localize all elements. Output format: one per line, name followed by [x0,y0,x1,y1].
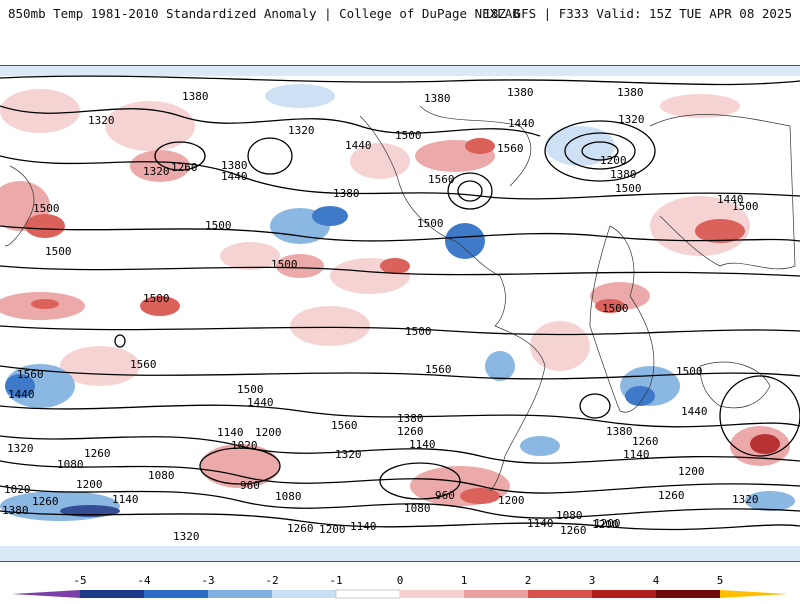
contour-label: 1020 [4,483,31,496]
contour-label: 1500 [205,219,232,232]
contour-label: 1380 [221,159,248,172]
contour-label: 1320 [143,165,170,178]
anomaly-map: 1380 1320 1320 1260 1380 1440 1320 1440 … [0,65,800,562]
contour-label: 1560 [331,419,358,432]
contour-label: 1200 [600,154,627,167]
contour-label: 1140 [112,493,139,506]
contour-label: 1080 [57,458,84,471]
legend-tick: 5 [717,574,724,587]
legend-tick: -1 [329,574,342,587]
contour-label: 1320 [7,442,34,455]
contour-label: 1560 [497,142,524,155]
contour-label: 1320 [288,124,315,137]
contour-label: 1260 [632,435,659,448]
contour-label: 1320 [88,114,115,127]
legend-tick: 0 [397,574,404,587]
contour-label: 1380 [424,92,451,105]
contour-label: 1500 [395,129,422,142]
contour-label: 1320 [618,113,645,126]
contour-label: 960 [240,479,260,492]
contour-label: 1260 [658,489,685,502]
legend-tick: -5 [73,574,86,587]
contour-label: 1020 [231,439,258,452]
contour-label: 1140 [527,517,554,530]
contour-label: 1260 [171,161,198,174]
contour-label: 1500 [417,217,444,230]
contour-label: 1080 [404,502,431,515]
legend-tick: -4 [137,574,151,587]
contour-label: 1140 [350,520,377,533]
contour-label: 1380 [610,168,637,181]
contour-label: 1080 [275,490,302,503]
height-contours [0,75,800,531]
contour-label: 1500 [271,258,298,271]
contour-labels: 1380 1320 1320 1260 1380 1440 1320 1440 … [2,86,759,543]
contour-label: 1380 [182,90,209,103]
contour-label: 1500 [33,202,60,215]
contour-label: 1380 [333,187,360,200]
contour-label: 1200 [255,426,282,439]
contour-label: 1500 [143,292,170,305]
contour-label: 1440 [8,388,35,401]
contour-label: 1500 [237,383,264,396]
contour-label: 960 [435,489,455,502]
contour-label: 1380 [606,425,633,438]
contour-label: 1560 [428,173,455,186]
contour-label: 1200 [678,465,705,478]
contour-label: 1560 [130,358,157,371]
contour-label: 1260 [84,447,111,460]
legend-tick: 3 [589,574,596,587]
contour-label: 1080 [148,469,175,482]
contour-label: 1140 [217,426,244,439]
color-scale-legend: -5 -4 -3 -2 -1 0 1 2 3 4 5 [0,565,800,600]
contour-label: 1200 [76,478,103,491]
contour-label: 1500 [45,245,72,258]
legend-tick: 1 [461,574,468,587]
contour-label: 1140 [409,438,436,451]
contour-label: 1080 [556,509,583,522]
contour-label: 1500 [615,182,642,195]
contour-label: 1200 [319,523,346,536]
contour-label: 1380 [507,86,534,99]
contour-label: 1380 [617,86,644,99]
anomaly-shading [0,84,795,521]
contour-label: 1200 [592,518,619,531]
contour-label: 1320 [173,530,200,543]
contour-label: 1140 [623,448,650,461]
contour-label: 1500 [676,365,703,378]
contour-label: 1440 [681,405,708,418]
contour-label: 1260 [32,495,59,508]
contour-label: 1320 [732,493,759,506]
contour-label: 1440 [717,193,744,206]
contour-label: 1500 [405,325,432,338]
contour-label: 1440 [345,139,372,152]
model-run-info: 18Z GFS | F333 Valid: 15Z TUE APR 08 202… [483,6,792,21]
legend-tick: 4 [653,574,660,587]
contour-label: 1560 [425,363,452,376]
contour-label: 1380 [397,412,424,425]
contour-label: 1260 [560,524,587,537]
legend-tick: 2 [525,574,532,587]
map-title: 850mb Temp 1981-2010 Standardized Anomal… [8,6,520,21]
contour-label: 1260 [287,522,314,535]
contour-label: 1440 [508,117,535,130]
coastlines [4,105,796,492]
contour-label: 1440 [247,396,274,409]
contour-label: 1200 [594,517,621,530]
legend-tick: -2 [265,574,278,587]
contour-label: 1500 [602,302,629,315]
contour-label: 1440 [221,170,248,183]
contour-label: 1200 [498,494,525,507]
legend-tick: -3 [201,574,214,587]
contour-label: 1320 [335,448,362,461]
contour-label: 1560 [17,368,44,381]
contour-label: 1500 [732,200,759,213]
contour-label: 1380 [2,504,29,517]
legend-bar [12,589,788,599]
contour-label: 1260 [397,425,424,438]
legend-ticks: -5 -4 -3 -2 -1 0 1 2 3 4 5 [73,574,723,587]
